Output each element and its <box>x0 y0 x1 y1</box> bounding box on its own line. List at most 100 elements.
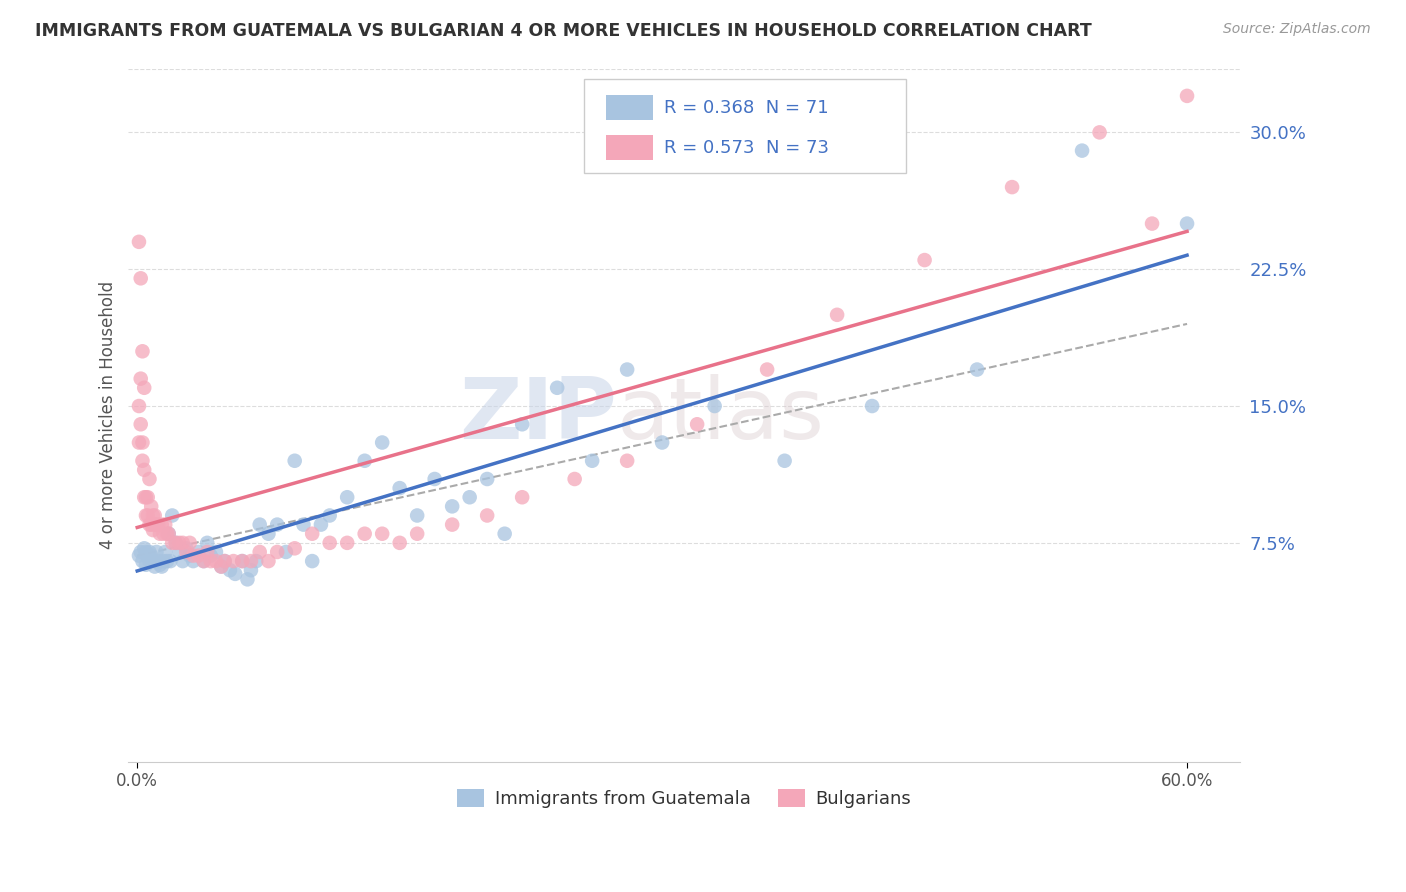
Point <box>245 554 267 568</box>
Text: IMMIGRANTS FROM GUATEMALA VS BULGARIAN 4 OR MORE VEHICLES IN HOUSEHOLD CORRELATI: IMMIGRANTS FROM GUATEMALA VS BULGARIAN 4… <box>35 22 1092 40</box>
Point <box>148 554 170 568</box>
Point <box>165 536 187 550</box>
Point <box>145 517 167 532</box>
Point <box>475 472 498 486</box>
Point <box>564 472 586 486</box>
Point <box>129 372 152 386</box>
Point <box>136 490 159 504</box>
Point <box>249 517 271 532</box>
Point <box>157 526 180 541</box>
Point <box>441 500 464 514</box>
Point <box>134 541 156 556</box>
FancyBboxPatch shape <box>606 135 652 160</box>
Point <box>129 545 152 559</box>
Point <box>136 508 159 523</box>
Point <box>148 517 170 532</box>
Point <box>353 526 375 541</box>
Point <box>167 536 190 550</box>
Point <box>475 508 498 523</box>
Point <box>157 526 180 541</box>
Point <box>616 362 638 376</box>
Point <box>371 435 394 450</box>
Point <box>266 517 288 532</box>
FancyBboxPatch shape <box>606 95 652 120</box>
Point <box>128 235 150 249</box>
Text: Source: ZipAtlas.com: Source: ZipAtlas.com <box>1223 22 1371 37</box>
Point <box>179 549 201 563</box>
Point <box>214 554 236 568</box>
Point <box>301 554 323 568</box>
Point <box>966 362 988 376</box>
Text: ZIP: ZIP <box>460 374 617 457</box>
Point <box>195 536 218 550</box>
Point <box>703 399 725 413</box>
Point <box>167 545 190 559</box>
Point <box>131 554 153 568</box>
Point <box>292 517 315 532</box>
Point <box>309 517 332 532</box>
Point <box>156 526 179 541</box>
Point <box>141 517 163 532</box>
Point <box>174 545 197 559</box>
Point <box>616 454 638 468</box>
Point <box>128 435 150 450</box>
Point <box>222 554 245 568</box>
Point <box>134 490 156 504</box>
Point <box>371 526 394 541</box>
Point <box>388 536 411 550</box>
Point <box>205 554 228 568</box>
Point <box>686 417 709 432</box>
Point <box>159 554 181 568</box>
Point <box>135 508 157 523</box>
Point <box>138 554 160 568</box>
Point <box>143 559 166 574</box>
Point <box>266 545 288 559</box>
Point <box>135 558 157 572</box>
Point <box>145 545 167 559</box>
Point <box>353 454 375 468</box>
Point <box>423 472 446 486</box>
Point <box>214 554 236 568</box>
Point <box>284 454 307 468</box>
Point <box>165 536 187 550</box>
Point <box>160 536 183 550</box>
Point <box>336 490 359 504</box>
Point <box>155 545 177 559</box>
Point <box>236 572 259 586</box>
Point <box>172 554 194 568</box>
Point <box>441 517 464 532</box>
Point <box>128 549 150 563</box>
Point <box>406 526 429 541</box>
Point <box>149 526 172 541</box>
Point <box>318 536 340 550</box>
Point <box>181 554 204 568</box>
Point <box>1088 125 1111 139</box>
Point <box>239 554 262 568</box>
Point <box>195 545 218 559</box>
Point <box>174 541 197 556</box>
Point <box>301 526 323 541</box>
Point <box>152 526 174 541</box>
Point <box>825 308 848 322</box>
Point <box>138 545 160 559</box>
Point <box>914 253 936 268</box>
Point <box>131 435 153 450</box>
Y-axis label: 4 or more Vehicles in Household: 4 or more Vehicles in Household <box>100 281 117 549</box>
Point <box>458 490 481 504</box>
Point <box>200 549 222 563</box>
Point <box>388 481 411 495</box>
Point <box>152 554 174 568</box>
Point <box>219 563 242 577</box>
Point <box>318 508 340 523</box>
Point <box>1175 88 1198 103</box>
Point <box>224 566 246 581</box>
Point <box>141 549 163 563</box>
Point <box>172 536 194 550</box>
Text: atlas: atlas <box>617 374 825 457</box>
Point <box>129 417 152 432</box>
Point <box>546 381 568 395</box>
Point <box>143 517 166 532</box>
Point <box>257 526 280 541</box>
Point <box>756 362 779 376</box>
Point <box>510 490 533 504</box>
